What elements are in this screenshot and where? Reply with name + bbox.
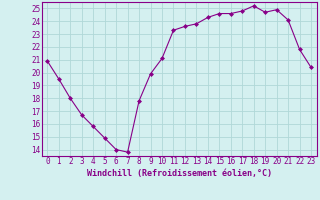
X-axis label: Windchill (Refroidissement éolien,°C): Windchill (Refroidissement éolien,°C) <box>87 169 272 178</box>
